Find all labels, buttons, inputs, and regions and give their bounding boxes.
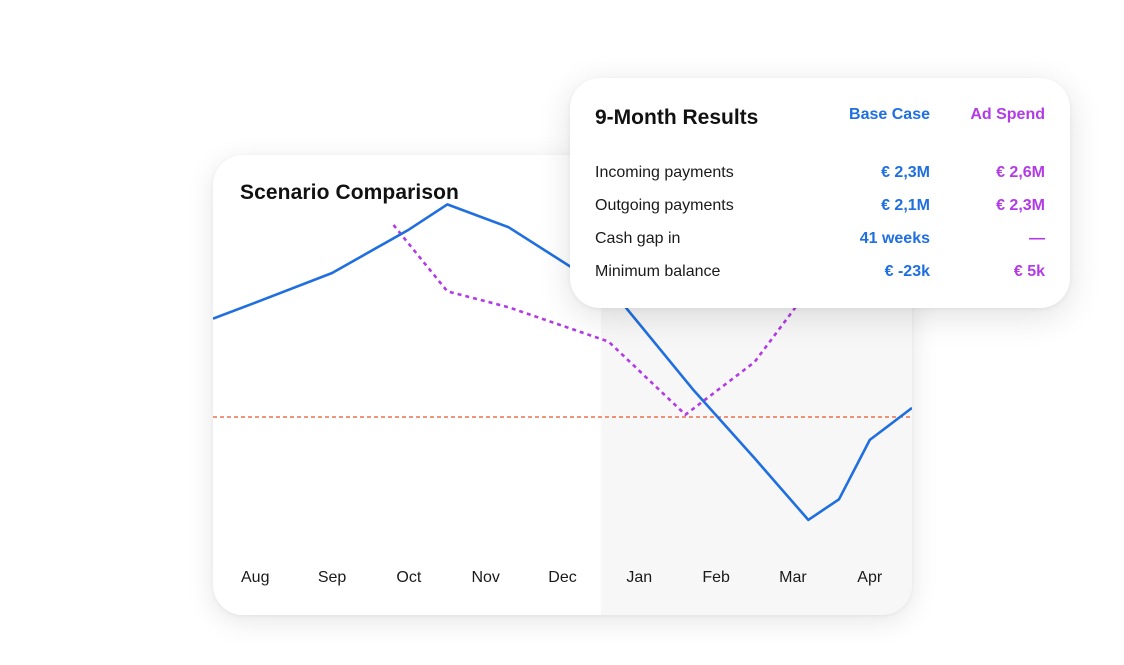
ad-spend-value: — <box>1029 230 1045 247</box>
row-label: Cash gap in <box>595 230 681 247</box>
base-case-value: € 2,3M <box>881 164 930 181</box>
ad-spend-value: € 2,6M <box>996 164 1045 181</box>
results-row-cash-gap: Cash gap in 41 weeks — <box>595 230 1045 252</box>
results-row-incoming: Incoming payments € 2,3M € 2,6M <box>595 164 1045 186</box>
x-tick-label: Dec <box>548 569 576 586</box>
column-header-base-case: Base Case <box>849 106 930 123</box>
x-tick-label: Mar <box>779 569 807 586</box>
x-tick-label: Nov <box>471 569 499 586</box>
results-row-minimum-balance: Minimum balance € -23k € 5k <box>595 263 1045 285</box>
x-tick-label: Apr <box>857 569 883 586</box>
column-header-ad-spend: Ad Spend <box>970 106 1045 123</box>
x-tick-label: Feb <box>702 569 730 586</box>
row-label: Incoming payments <box>595 164 734 181</box>
base-case-value: 41 weeks <box>859 230 930 247</box>
base-case-value: € 2,1M <box>881 197 930 214</box>
ad-spend-value: € 5k <box>1013 263 1045 280</box>
base-case-value: € -23k <box>884 263 930 280</box>
row-label: Outgoing payments <box>595 197 734 214</box>
x-tick-label: Aug <box>241 569 269 586</box>
ad-spend-value: € 2,3M <box>996 197 1045 214</box>
x-tick-label: Jan <box>626 569 652 586</box>
x-tick-label: Sep <box>318 569 347 586</box>
x-tick-label: Oct <box>396 569 421 586</box>
results-title: 9-Month Results <box>595 106 759 129</box>
results-row-outgoing: Outgoing payments € 2,1M € 2,3M <box>595 197 1045 219</box>
chart-title: Scenario Comparison <box>240 181 459 204</box>
results-card: 9-Month Results Base Case Ad Spend Incom… <box>570 78 1070 308</box>
row-label: Minimum balance <box>595 263 721 280</box>
